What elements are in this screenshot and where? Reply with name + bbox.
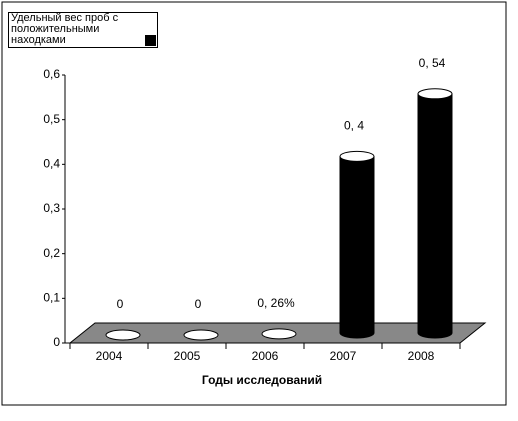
bar-top (105, 329, 141, 341)
legend-label: Удельный вес проб с положительными наход… (11, 12, 119, 46)
legend: Удельный вес проб с положительными наход… (8, 12, 158, 48)
bar-top (261, 328, 297, 340)
x-tick-label: 2007 (330, 349, 357, 363)
y-tick-label: 0,3 (43, 201, 60, 215)
x-axis-title: Годы исследований (202, 373, 322, 387)
data-label: 0 (195, 297, 202, 311)
data-label: 0, 54 (419, 56, 446, 70)
bar-top (417, 88, 453, 100)
data-label: 0 (117, 297, 124, 311)
frame (1, 1, 507, 406)
bar (417, 93, 453, 339)
data-label: 0, 26% (257, 296, 295, 310)
legend-key (145, 35, 156, 46)
data-label: 0, 4 (344, 119, 364, 133)
bar (339, 155, 375, 339)
bar-top (183, 329, 219, 341)
y-tick-label: 0,6 (43, 67, 60, 81)
y-tick-label: 0,1 (43, 291, 60, 305)
y-tick-label: 0,5 (43, 112, 60, 126)
x-tick-label: 2004 (96, 349, 123, 363)
x-tick-label: 2008 (408, 349, 435, 363)
y-tick-label: 0,2 (43, 246, 60, 260)
y-tick-label: 0,4 (43, 157, 60, 171)
bar-top (339, 150, 375, 162)
x-tick-label: 2005 (174, 349, 201, 363)
x-tick-label: 2006 (252, 349, 279, 363)
y-tick-label: 0 (53, 335, 60, 349)
